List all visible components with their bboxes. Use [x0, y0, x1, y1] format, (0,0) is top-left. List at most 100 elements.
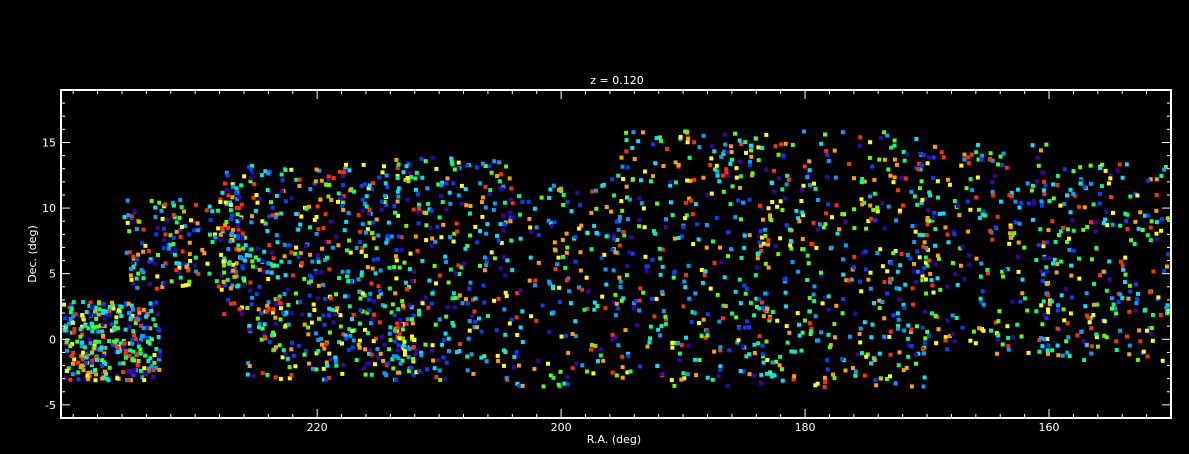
data-point	[914, 136, 919, 141]
data-point	[385, 237, 390, 242]
data-point	[1127, 309, 1132, 314]
data-point	[752, 313, 757, 318]
data-point	[630, 251, 635, 256]
data-point	[780, 187, 785, 192]
data-point	[912, 262, 916, 266]
data-point	[729, 247, 733, 252]
data-point	[872, 301, 876, 305]
data-point	[648, 324, 653, 329]
data-point	[131, 373, 136, 378]
data-point	[137, 219, 142, 224]
data-point	[71, 361, 75, 366]
data-point	[703, 335, 708, 340]
data-point	[232, 301, 237, 306]
data-point	[952, 199, 957, 203]
data-point	[87, 349, 92, 354]
data-point	[645, 344, 650, 349]
data-point	[896, 324, 900, 329]
data-point	[93, 308, 98, 313]
data-point	[837, 227, 842, 232]
data-point	[884, 376, 889, 381]
data-point	[747, 233, 752, 238]
data-point	[833, 175, 838, 180]
data-point	[738, 185, 742, 190]
data-point	[187, 232, 191, 237]
data-point	[923, 336, 928, 341]
data-point	[89, 321, 94, 326]
data-point	[1159, 228, 1164, 233]
data-point	[1121, 267, 1126, 272]
data-point	[210, 209, 215, 214]
data-point	[336, 199, 340, 204]
data-point	[518, 212, 523, 217]
data-point	[308, 187, 313, 191]
data-point	[610, 177, 615, 182]
data-point	[280, 178, 285, 183]
data-point	[742, 325, 747, 330]
data-point	[1042, 188, 1046, 193]
data-point	[273, 215, 278, 220]
data-point	[391, 366, 396, 371]
data-point	[326, 313, 331, 318]
data-point	[501, 255, 506, 259]
data-point	[1155, 236, 1160, 241]
data-point	[252, 182, 257, 187]
data-point	[1143, 213, 1147, 218]
data-point	[816, 338, 821, 343]
data-point	[775, 204, 780, 209]
data-point	[663, 322, 668, 327]
data-point	[863, 249, 868, 254]
data-point	[712, 260, 717, 265]
data-point	[658, 256, 663, 261]
data-point	[882, 226, 887, 231]
data-point	[426, 202, 431, 206]
data-point	[495, 353, 500, 358]
data-point	[127, 250, 132, 255]
data-point	[866, 219, 871, 223]
data-point	[248, 327, 253, 332]
data-point	[927, 334, 931, 339]
data-point	[168, 233, 173, 238]
data-point	[764, 339, 769, 344]
data-point	[682, 279, 687, 284]
data-point	[589, 247, 594, 252]
data-point	[377, 289, 382, 293]
data-point	[908, 256, 913, 261]
data-point	[495, 233, 499, 238]
data-point	[791, 377, 796, 382]
data-point	[312, 308, 317, 312]
data-point	[1037, 349, 1042, 354]
data-point	[88, 300, 93, 305]
data-point	[974, 195, 979, 200]
data-point	[719, 154, 724, 159]
data-point	[299, 261, 304, 265]
data-point	[228, 217, 233, 222]
data-point	[1001, 274, 1005, 279]
data-point	[1071, 169, 1076, 174]
data-point	[319, 270, 324, 275]
data-point	[142, 378, 147, 383]
data-point	[906, 343, 911, 348]
data-point	[1160, 358, 1165, 363]
data-point	[809, 329, 813, 334]
data-point	[527, 278, 532, 283]
data-point	[1012, 231, 1017, 236]
data-point	[340, 341, 344, 346]
data-point	[603, 306, 608, 311]
data-point	[101, 308, 106, 313]
data-point	[839, 356, 844, 361]
data-point	[718, 364, 723, 369]
data-point	[138, 347, 143, 352]
data-point	[1109, 296, 1114, 301]
data-point	[573, 259, 578, 264]
data-point	[1055, 262, 1060, 266]
data-point	[147, 335, 151, 340]
data-point	[1041, 170, 1046, 175]
data-point	[953, 272, 957, 277]
data-point	[1029, 188, 1034, 193]
data-point	[76, 370, 81, 375]
data-point	[637, 196, 642, 201]
data-point	[115, 346, 120, 351]
data-point	[903, 282, 908, 287]
data-point	[397, 331, 402, 336]
